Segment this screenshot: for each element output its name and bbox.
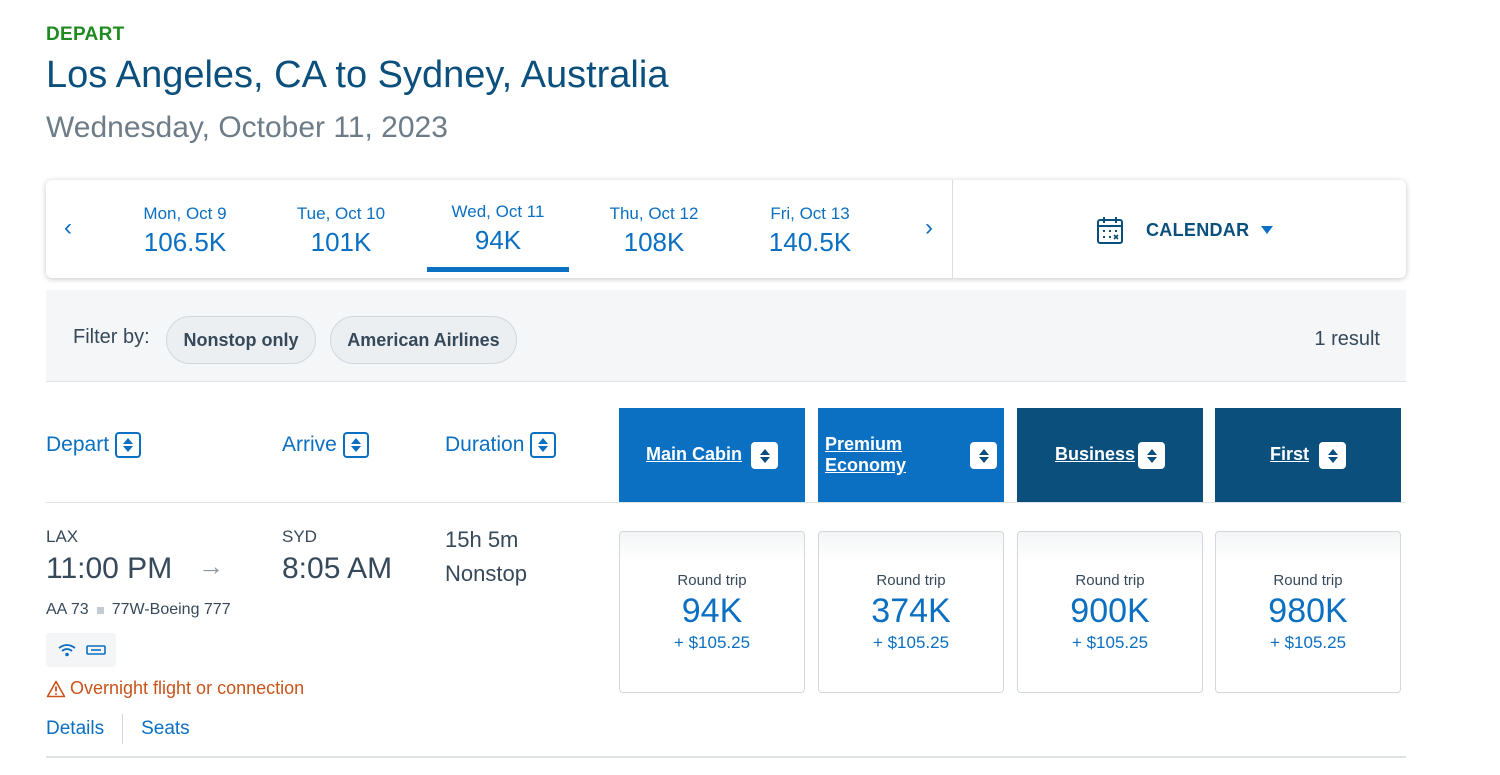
sort-icon	[342, 432, 369, 458]
fare-tax: + $105.25	[673, 633, 751, 652]
depart-time: 11:00 PM	[46, 552, 173, 585]
fare-miles: 374K	[871, 592, 951, 630]
filter-bar: Filter by: Nonstop only American Airline…	[46, 290, 1406, 382]
warning-text: Overnight flight or connection	[70, 678, 305, 698]
fare-first[interactable]: Round trip 980K + $105.25	[1215, 531, 1401, 693]
sort-icon	[1319, 442, 1346, 469]
aircraft-type: 77W-Boeing 777	[111, 601, 231, 618]
flight-links: Details Seats	[46, 714, 190, 744]
fare-premium-economy[interactable]: Round trip 374K + $105.25	[818, 531, 1004, 693]
sort-arrive-button[interactable]: Arrive	[282, 432, 369, 458]
wifi-icon	[57, 644, 76, 657]
date-option-oct-11[interactable]: Wed, Oct 11 94K	[427, 202, 569, 256]
chevron-left-icon[interactable]: ‹	[64, 214, 72, 241]
sort-duration-button[interactable]: Duration	[445, 432, 557, 458]
cabin-header-business[interactable]: Business	[1017, 408, 1203, 503]
fare-main-cabin[interactable]: Round trip 94K + $105.25	[619, 531, 805, 693]
sort-icon	[1138, 442, 1165, 469]
flight-stops: Nonstop	[445, 561, 527, 586]
seats-link[interactable]: Seats	[141, 718, 190, 739]
link-separator	[122, 714, 124, 744]
trip-type: Round trip	[1273, 572, 1343, 589]
fare-miles: 980K	[1268, 592, 1348, 630]
destination-airport: SYD	[282, 527, 317, 546]
date-label: Thu, Oct 12	[609, 204, 699, 223]
chevron-right-icon[interactable]: ›	[925, 214, 933, 241]
strip-divider	[952, 180, 953, 278]
date-label: Fri, Oct 13	[770, 204, 850, 223]
selected-date-indicator	[427, 267, 569, 272]
amenities	[46, 633, 116, 667]
date-option-oct-10[interactable]: Tue, Oct 10 101K	[270, 204, 412, 258]
date-price: 101K	[310, 227, 372, 257]
filter-pill-nonstop[interactable]: Nonstop only	[166, 316, 316, 364]
result-count: 1 result	[1314, 328, 1380, 350]
date-strip: ‹ Mon, Oct 9 106.5K Tue, Oct 10 101K Wed…	[46, 180, 1406, 278]
duration-column-label: Duration	[445, 433, 525, 456]
date-price: 108K	[623, 227, 685, 257]
depart-label: DEPART	[46, 24, 125, 45]
trip-type: Round trip	[1075, 572, 1145, 589]
date-label: Tue, Oct 10	[296, 204, 386, 223]
warning-icon	[46, 680, 66, 697]
depart-column-label: Depart	[46, 433, 110, 456]
date-price: 106.5K	[143, 227, 227, 257]
date-label: Wed, Oct 11	[451, 202, 545, 221]
row-divider	[46, 756, 1406, 758]
cabin-header-first[interactable]: First	[1215, 408, 1401, 503]
page-title: Los Angeles, CA to Sydney, Australia	[46, 54, 669, 96]
cabin-name-line1: Premium	[825, 434, 903, 454]
trip-type: Round trip	[677, 572, 747, 589]
fare-tax: + $105.25	[1071, 633, 1149, 652]
header-divider	[46, 502, 1406, 503]
sort-depart-button[interactable]: Depart	[46, 432, 142, 458]
filter-label: Filter by:	[73, 326, 150, 348]
flight-number: AA 73	[46, 601, 89, 618]
cabin-name: First	[1270, 444, 1310, 464]
date-price: 94K	[474, 225, 522, 255]
arrive-time: 8:05 AM	[282, 552, 393, 585]
date-price: 140.5K	[768, 227, 852, 257]
sort-icon	[970, 442, 997, 469]
sort-icon	[751, 442, 778, 469]
fare-miles: 900K	[1070, 592, 1150, 630]
cabin-header-premium-economy[interactable]: Premium Economy	[818, 408, 1004, 503]
arrow-right-icon: →	[198, 551, 224, 581]
trip-type: Round trip	[876, 572, 946, 589]
separator	[96, 606, 104, 614]
cabin-name-line2: Economy	[825, 455, 907, 475]
fare-miles: 94K	[681, 592, 743, 630]
date-option-oct-9[interactable]: Mon, Oct 9 106.5K	[114, 204, 256, 258]
date-option-oct-12[interactable]: Thu, Oct 12 108K	[583, 204, 725, 258]
calendar-icon	[1097, 217, 1123, 244]
cabin-name: Business	[1055, 444, 1136, 464]
cabin-header-main-cabin[interactable]: Main Cabin	[619, 408, 805, 503]
date-label: Mon, Oct 9	[143, 204, 227, 223]
origin-airport: LAX	[46, 527, 79, 546]
filter-pill-american-airlines[interactable]: American Airlines	[330, 316, 517, 364]
flight-info: AA 73 77W-Boeing 777	[46, 601, 231, 619]
power-outlet-icon	[85, 645, 106, 655]
sort-icon	[530, 432, 557, 458]
calendar-button[interactable]: CALENDAR	[1096, 213, 1274, 247]
overnight-warning: Overnight flight or connection	[46, 678, 304, 699]
date-option-oct-13[interactable]: Fri, Oct 13 140.5K	[739, 204, 881, 258]
travel-date: Wednesday, October 11, 2023	[46, 111, 448, 144]
caret-down-icon	[1261, 226, 1274, 234]
fare-business[interactable]: Round trip 900K + $105.25	[1017, 531, 1203, 693]
cabin-name: Main Cabin	[646, 444, 743, 464]
sort-icon	[115, 432, 142, 458]
details-link[interactable]: Details	[46, 718, 105, 739]
fare-tax: + $105.25	[1269, 633, 1347, 652]
flight-duration: 15h 5m	[445, 527, 519, 552]
fare-tax: + $105.25	[872, 633, 950, 652]
calendar-label: CALENDAR	[1146, 219, 1250, 240]
arrive-column-label: Arrive	[282, 433, 337, 456]
